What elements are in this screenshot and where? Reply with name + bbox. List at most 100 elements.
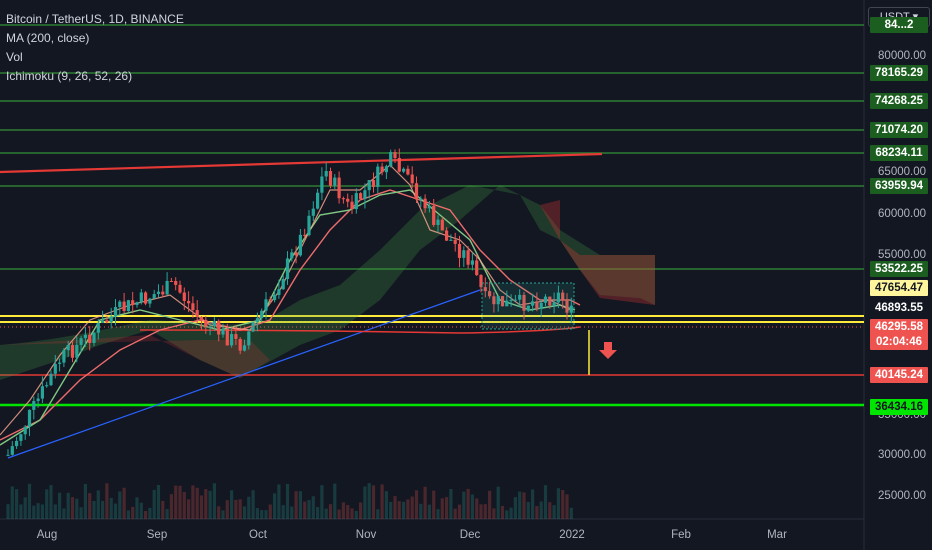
volume-bar [320,485,324,519]
legend-ichimoku[interactable]: Ichimoku (9, 26, 52, 26) [6,69,133,83]
candle [92,332,96,343]
candle [316,192,320,209]
candle [152,294,156,299]
volume-bar [242,506,247,519]
volume-bar [359,502,363,519]
volume-bar [488,490,492,519]
volume-bar [500,505,505,519]
candle [212,320,216,327]
price-tag: 46295.58 [870,319,928,335]
candle [543,296,548,303]
legend-symbol[interactable]: Bitcoin / TetherUS, 1D, BINANCE [6,12,184,26]
volume-bar [509,507,513,519]
candle [144,292,148,304]
candle [66,345,70,351]
tenkan-line [0,189,576,446]
candle [505,300,509,307]
time-tick-label: Dec [459,529,481,541]
candle [79,338,83,345]
candle [492,296,496,305]
time-tick-label: Feb [671,529,691,541]
volume-bar [230,490,234,519]
volume-bar [462,491,466,519]
candle [195,310,199,317]
volume-bar [225,500,229,519]
volume-bar [414,490,419,519]
volume-bar [19,504,23,519]
volume-bar [397,501,401,519]
candle [380,166,384,173]
price-tag: 47654.47 [870,280,928,296]
candle [419,198,423,200]
volume-bar [204,489,208,519]
volume-bar [152,489,156,519]
candle [174,280,178,285]
candle [333,177,337,186]
volume-bar [118,491,122,519]
volume-bar [187,499,191,519]
volume-bar [221,510,225,519]
price-tag: 63959.94 [870,178,928,194]
volume-bar [311,496,315,519]
volume-bar [350,508,354,519]
legend-vol[interactable]: Vol [6,50,23,64]
candle [359,193,363,199]
candle [328,171,333,186]
volume-bar [380,484,384,519]
candle [324,171,328,177]
volume-bar [346,504,350,519]
volume-bar [341,502,345,519]
volume-bar [88,493,92,519]
candle [88,334,92,343]
candle [208,326,212,328]
volume-bar [96,490,100,519]
volume-bar [264,510,268,519]
candle [406,168,410,175]
candle [436,219,440,225]
candle [522,294,526,311]
candle [470,260,474,265]
volume-bar [10,486,14,519]
candle [376,166,380,187]
volume-bar [290,506,294,519]
volume-bar [79,507,83,519]
volume-bar [371,485,376,519]
candle [268,299,272,301]
candle [367,180,371,191]
volume-bar [247,496,251,519]
price-tag: 71074.20 [870,122,928,138]
volume-bar [182,492,186,519]
price-tag: 46893.55 [870,300,928,316]
volume-bar [457,504,462,519]
candle [298,234,302,256]
price-tag: 78165.29 [870,65,928,81]
volume-bar [113,503,118,519]
volume-bar [367,483,371,519]
volume-bar [337,509,341,519]
volume-bar [526,501,530,519]
volume-bar [285,483,290,519]
candle [238,338,242,351]
volume-bar [161,500,165,519]
volume-bar [273,493,277,519]
volume-bar [148,507,152,519]
volume-bar [40,504,44,519]
price-tag: 68234.11 [870,145,928,161]
candle [371,180,376,187]
candle [462,250,466,258]
candle [518,294,522,300]
candle [204,319,208,327]
candle [410,174,414,184]
legend-ma[interactable]: MA (200, close) [6,31,90,45]
candle [341,198,345,200]
volume-bar [556,488,560,519]
candle [483,287,487,292]
trendline-resistance [0,152,603,174]
price-tick-label: 25000.00 [878,490,926,502]
volume-bar [518,491,522,519]
lagging-span [0,164,571,436]
volume-bar [27,483,32,519]
candle [101,320,105,323]
volume-bar [445,497,449,519]
